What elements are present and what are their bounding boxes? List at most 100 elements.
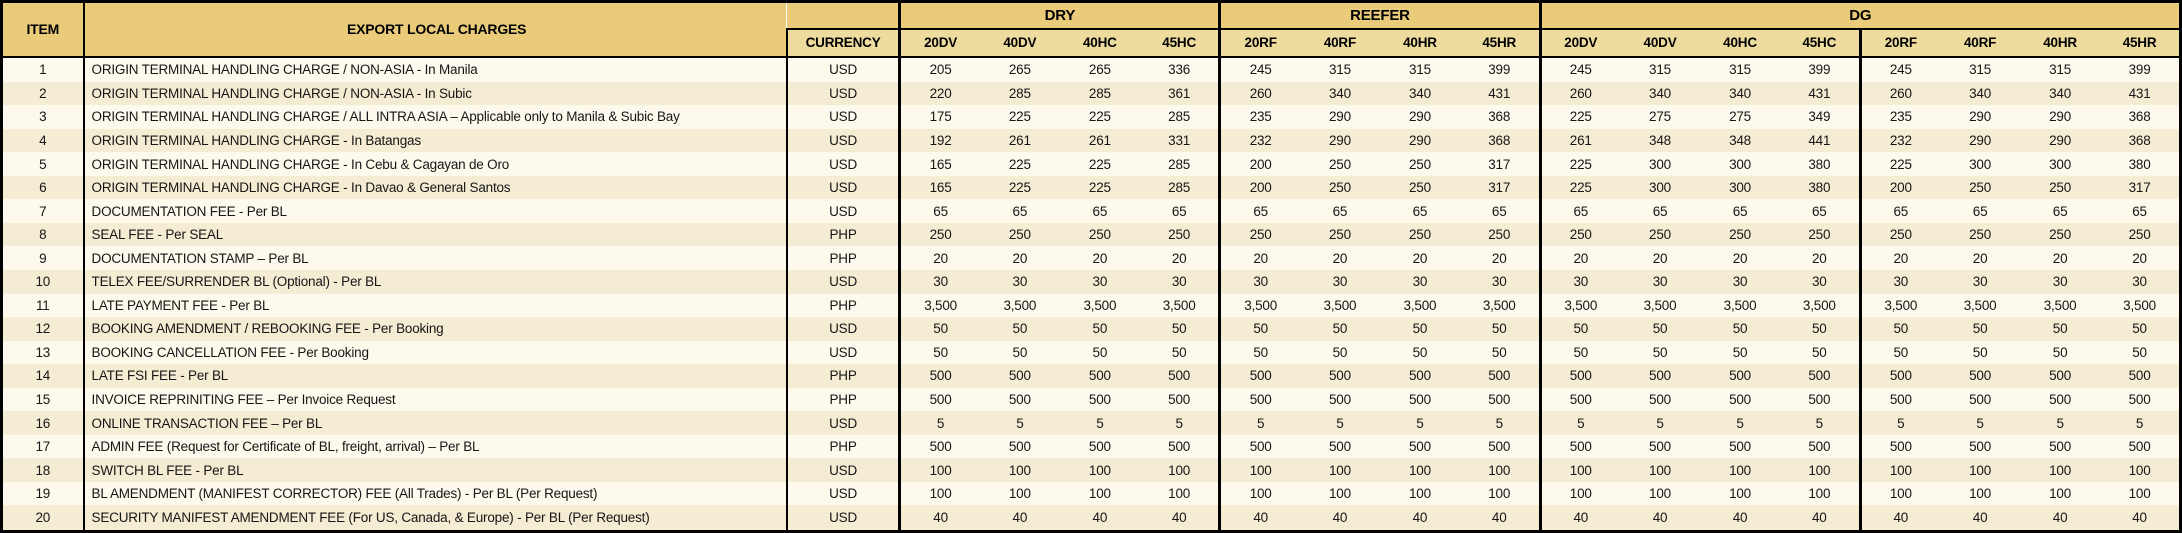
currency-cell: PHP [785, 434, 900, 459]
rate-cell: 20 [1972, 250, 1988, 266]
rate-cell: 245 [1538, 56, 1621, 82]
rate-cell: 100 [1858, 458, 1941, 482]
rate-cell: 50 [1171, 344, 1187, 360]
rate-cell: 361 [1168, 85, 1191, 101]
rate-cell: 380 [1808, 180, 1831, 196]
rate-cell: 250 [1408, 227, 1431, 243]
rate-cell: 250 [1008, 227, 1031, 243]
currency-cell: USD [785, 152, 900, 176]
rate-cell: 250 [1408, 180, 1431, 196]
rate-cell: 100 [1328, 486, 1351, 502]
rate-cell: 500 [1008, 368, 1031, 384]
rate-cell: 500 [1729, 391, 1751, 407]
rate-cell: 50 [2052, 321, 2068, 337]
rate-cell: 225 [1858, 152, 1941, 176]
currency-column-header: CURRENCY [785, 28, 900, 58]
item-cell: 18 [1, 458, 85, 482]
item-column-header: ITEM [1, 1, 85, 58]
currency-cell: USD [785, 269, 900, 294]
rate-cell: 20 [898, 246, 980, 270]
rate-cell: 50 [1012, 321, 1028, 337]
rate-cell: 290 [2049, 132, 2072, 148]
table-row: 16 ONLINE TRANSACTION FEE – Per BL USD 5 5 5 5… [1, 411, 2181, 435]
rate-cell: 500 [1729, 439, 1751, 455]
rate-cell: 40 [1972, 510, 1988, 526]
currency-cell: USD [785, 81, 900, 106]
rate-cell: 175 [898, 105, 980, 129]
table-row: 10 TELEX FEE/SURRENDER BL (Optional) - Pe… [1, 269, 2181, 294]
rate-cell: 200 [1218, 175, 1300, 200]
rate-cell: 65 [1858, 199, 1941, 223]
rate-cell: 500 [1168, 391, 1191, 407]
rate-cell: 100 [1218, 458, 1300, 482]
currency-cell: PHP [785, 222, 900, 247]
rate-cell: 225 [1008, 156, 1031, 172]
charge-description: DOCUMENTATION FEE - Per BL [91, 203, 288, 219]
rate-cell: 380 [1808, 156, 1831, 172]
rate-cell: 100 [1168, 486, 1191, 502]
rate-cell: 30 [1171, 274, 1187, 290]
rate-cell: 100 [1488, 486, 1511, 502]
rate-cell: 500 [1328, 439, 1351, 455]
rate-cell: 50 [1858, 340, 1941, 365]
rate-cell: 200 [1218, 152, 1300, 176]
table-row: 8 SEAL FEE - Per SEAL PHP 250 250 250 250 250 25… [1, 222, 2181, 247]
rate-cell: 3,500 [1323, 297, 1357, 313]
column-header-dg-20rf: 20RF [1858, 28, 1941, 58]
currency-cell: USD [785, 105, 900, 129]
column-header-dg-45hr: 45HR [2100, 28, 2181, 58]
rate-cell: 30 [2132, 274, 2147, 290]
rate-cell: 50 [1652, 344, 1668, 360]
rate-cell: 5 [1416, 415, 1424, 431]
rate-cell: 20 [1491, 250, 1507, 266]
rate-cell: 30 [1811, 274, 1827, 290]
item-cell: 3 [1, 105, 85, 129]
rate-cell: 235 [1218, 105, 1300, 129]
rate-cell: 290 [1328, 132, 1351, 148]
rate-cell: 500 [1969, 391, 1992, 407]
rate-cell: 500 [2128, 439, 2151, 455]
rate-cell: 285 [1168, 156, 1191, 172]
rate-cell: 65 [2132, 203, 2147, 219]
column-header-dry-20dv: 20DV [898, 28, 980, 58]
rate-cell: 20 [1092, 250, 1108, 266]
rate-cell: 20 [1538, 246, 1621, 270]
rate-cell: 285 [1168, 109, 1191, 125]
rate-cell: 399 [1808, 62, 1831, 78]
currency-cell: USD [785, 458, 900, 482]
rate-cell: 50 [898, 317, 980, 341]
rate-cell: 50 [1811, 321, 1827, 337]
table-row: 6 ORIGIN TERMINAL HANDLING CHARGE - In Da… [1, 175, 2181, 200]
rate-cell: 165 [898, 175, 980, 200]
rate-cell: 5 [1815, 415, 1824, 431]
charge-description: ORIGIN TERMINAL HANDLING CHARGE - In Bat… [91, 132, 422, 148]
rate-cell: 3,500 [1963, 297, 1997, 313]
table-row: 19 BL AMENDMENT (MANIFEST CORRECTOR) FEE … [1, 481, 2181, 506]
rate-cell: 220 [898, 81, 980, 106]
table-row: 7 DOCUMENTATION FEE - Per BL USD 65 65 65 65 65… [1, 199, 2181, 223]
column-header-dg-40hc: 40HC [1700, 28, 1781, 58]
item-cell: 5 [1, 152, 85, 176]
rate-cell: 290 [1969, 132, 1992, 148]
rate-cell: 40 [1491, 510, 1507, 526]
rate-cell: 500 [2049, 439, 2072, 455]
rate-cell: 431 [1488, 85, 1511, 101]
rate-cell: 50 [1218, 340, 1300, 365]
rate-cell: 340 [1969, 85, 1992, 101]
rate-cell: 340 [1408, 85, 1431, 101]
rate-cell: 3,500 [1403, 297, 1437, 313]
rate-cell: 232 [1858, 128, 1941, 153]
rate-cell: 336 [1168, 62, 1191, 78]
rate-cell: 3,500 [1802, 297, 1836, 313]
charge-description: ORIGIN TERMINAL HANDLING CHARGE / ALL IN… [91, 109, 680, 125]
rate-cell: 500 [1218, 387, 1300, 412]
rate-cell: 5 [1016, 415, 1024, 431]
rate-cell: 40 [1012, 510, 1028, 526]
rate-cell: 5 [1858, 411, 1941, 435]
rate-cell: 500 [1328, 368, 1351, 384]
rate-cell: 431 [1808, 85, 1831, 101]
table-row: 12 BOOKING AMENDMENT / REBOOKING FEE - Pe… [1, 317, 2181, 341]
rate-cell: 5 [1736, 415, 1744, 431]
rate-cell: 500 [1488, 439, 1511, 455]
